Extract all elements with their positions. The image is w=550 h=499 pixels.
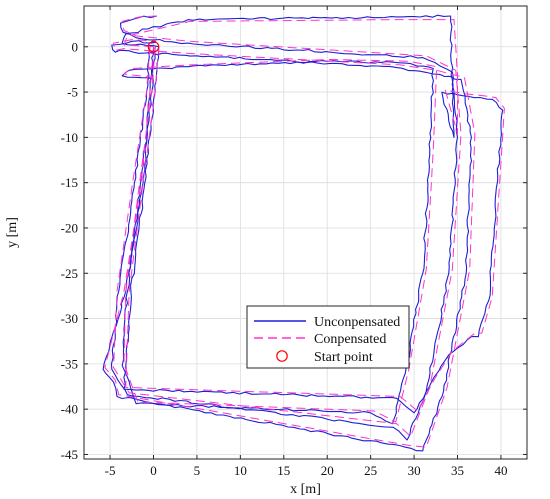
x-tick-label: 30 bbox=[408, 463, 421, 478]
y-axis-label: y [m] bbox=[5, 217, 20, 248]
series-conpensated-loop-3 bbox=[123, 46, 438, 423]
y-tick-label: -25 bbox=[61, 266, 78, 281]
legend-label-conpensated: Conpensated bbox=[314, 332, 386, 347]
legend-marker-start-point bbox=[276, 350, 288, 362]
series-conpensated-loop-1 bbox=[104, 39, 476, 448]
x-tick-label: 10 bbox=[234, 463, 247, 478]
start-point-marker bbox=[147, 40, 160, 53]
series-conpensated-loop-2 bbox=[113, 15, 462, 437]
y-tick-label: 0 bbox=[72, 39, 79, 54]
y-tick-label: -30 bbox=[61, 311, 78, 326]
legend: Unconpensated Conpensated Start point bbox=[246, 305, 410, 369]
x-tick-label: 25 bbox=[364, 463, 377, 478]
y-tick-label: -10 bbox=[61, 130, 78, 145]
y-tick-label: -45 bbox=[61, 447, 78, 462]
x-tick-label: 35 bbox=[451, 463, 464, 478]
legend-label-unconpensated: Unconpensated bbox=[314, 315, 400, 330]
series-unconpensated-loop-1 bbox=[102, 40, 473, 452]
x-tick-label: 20 bbox=[321, 463, 334, 478]
y-tick-label: -20 bbox=[61, 220, 78, 235]
x-tick-label: 0 bbox=[150, 463, 157, 478]
ticks: -5 0 5 10 15 20 25 30 35 40 0 -5 -10 -15 -20 -25 -30 -35 -… bbox=[61, 6, 527, 478]
series-unconpensated-loop-3 bbox=[121, 46, 434, 425]
x-tick-label: 5 bbox=[194, 463, 201, 478]
x-axis-label: x [m] bbox=[290, 482, 321, 497]
y-tick-label: -5 bbox=[67, 85, 78, 100]
y-tick-label: -35 bbox=[61, 356, 78, 371]
series-unconpensated-loop-2 bbox=[110, 15, 459, 441]
axes-frame bbox=[83, 5, 528, 460]
y-tick-label: -40 bbox=[61, 402, 78, 417]
legend-label-start-point: Start point bbox=[314, 350, 373, 365]
series-conpensated-loop-4 bbox=[123, 19, 505, 412]
series-layer bbox=[102, 14, 505, 452]
x-tick-label: -5 bbox=[105, 463, 116, 478]
legend-box bbox=[246, 305, 410, 369]
series-unconpensated-loop-4 bbox=[121, 14, 504, 414]
x-tick-label: 40 bbox=[494, 463, 507, 478]
y-tick-label: -15 bbox=[61, 175, 78, 190]
x-tick-label: 15 bbox=[277, 463, 290, 478]
start-layer bbox=[147, 40, 160, 53]
